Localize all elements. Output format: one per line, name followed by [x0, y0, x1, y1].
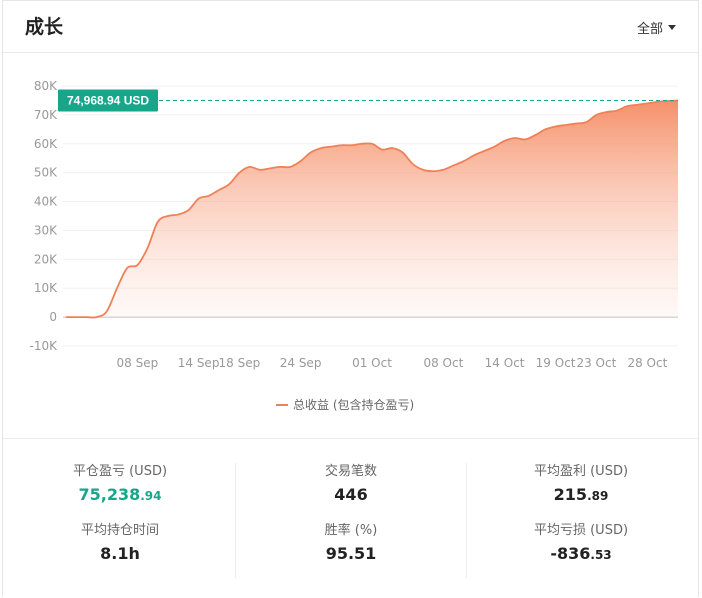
card-title: 成长: [25, 16, 64, 38]
current-value-label: 74,968.94 USD: [67, 94, 149, 108]
stat-label: 胜率 (%): [324, 523, 378, 538]
stats-column-1: 平仓盈亏 (USD) 75,238.94 平均持仓时间 8.1h: [5, 439, 235, 589]
y-tick-label: 80K: [34, 79, 58, 93]
y-tick-label: 30K: [34, 223, 58, 237]
x-tick-label: 19 Oct: [536, 356, 576, 370]
stats-divider: [235, 463, 236, 578]
y-tick-label: 0: [49, 310, 57, 324]
stat-value: 75,238.94: [5, 485, 235, 504]
stat-label: 平仓盈亏 (USD): [72, 464, 168, 479]
stat-value: -836.53: [466, 544, 696, 563]
stat-value: 8.1h: [100, 544, 140, 563]
stats-column-3: 平均盈利 (USD) 215.89 平均亏损 (USD) -836.53: [466, 439, 696, 589]
stat-value: 446: [334, 485, 368, 504]
stat-value-dec: .53: [590, 548, 612, 562]
range-filter-label: 全部: [636, 22, 663, 37]
current-value-badge: 74,968.94 USD: [58, 89, 158, 112]
y-tick-label: 60K: [34, 137, 58, 151]
card-header: 成长 全部: [3, 1, 698, 53]
stat-value: 95.51: [325, 544, 377, 563]
x-tick-label: 14 Oct: [485, 356, 525, 370]
x-tick-label: 28 Oct: [627, 356, 667, 370]
stat-label: 平均盈利 (USD): [533, 464, 629, 479]
stat-label: 平均亏损 (USD): [533, 523, 629, 538]
stat-value-dec: .89: [587, 489, 609, 503]
series-line: [65, 99, 679, 319]
chart-legend[interactable]: 总收益 (包含持仓盈亏): [276, 397, 414, 412]
legend-label: 总收益 (包含持仓盈亏): [293, 397, 414, 412]
stat-value-dec: .94: [140, 489, 162, 503]
y-tick-label: 70K: [34, 108, 58, 122]
x-axis: 08 Sep 14 Sep 18 Sep 24 Sep 01 Oct 08 Oct 14 O…: [117, 356, 668, 370]
y-tick-label: 20K: [34, 252, 58, 266]
series-area: [66, 100, 678, 318]
stats-divider: [466, 463, 467, 578]
caret-down-icon: [668, 25, 676, 30]
stat-value: 215.89: [466, 485, 696, 504]
stat-avg-hold-time: 平均持仓时间 8.1h: [5, 519, 235, 563]
stat-closed-pnl: 平仓盈亏 (USD) 75,238.94: [5, 460, 235, 504]
x-tick-label: 01 Oct: [352, 356, 392, 370]
range-filter-dropdown[interactable]: 全部: [637, 18, 676, 37]
stats-column-2: 交易笔数 446 胜率 (%) 95.51: [236, 439, 466, 589]
y-tick-label: 50K: [34, 166, 58, 180]
stat-avg-loss: 平均亏损 (USD) -836.53: [466, 519, 696, 563]
stat-label: 平均持仓时间: [80, 523, 159, 538]
stat-value-int: 75,238: [78, 485, 141, 504]
current-value-badge-bg: [58, 89, 158, 112]
stats-panel: 平仓盈亏 (USD) 75,238.94 平均持仓时间 8.1h 交易笔数 44…: [3, 438, 698, 598]
stat-value-int: -836: [550, 544, 591, 563]
growth-chart: 80K 70K 60K 50K 40K 30K 20K 10K 0 -10K 08 Sep 14 S…: [30, 79, 679, 412]
y-tick-label: 10K: [34, 281, 58, 295]
stat-win-rate: 胜率 (%) 95.51: [236, 519, 466, 563]
stat-trade-count: 交易笔数 446: [236, 460, 466, 504]
y-axis: 80K 70K 60K 50K 40K 30K 20K 10K 0 -10K: [30, 79, 59, 353]
x-tick-label: 08 Oct: [423, 356, 463, 370]
x-tick-label: 23 Oct: [576, 356, 616, 370]
y-tick-label: -10K: [30, 339, 59, 353]
x-tick-label: 18 Sep: [219, 356, 261, 370]
x-tick-label: 14 Sep: [178, 356, 220, 370]
x-tick-label: 08 Sep: [117, 356, 159, 370]
stat-avg-profit: 平均盈利 (USD) 215.89: [466, 460, 696, 504]
stat-value-int: 215: [553, 485, 588, 504]
x-tick-label: 24 Sep: [280, 356, 322, 370]
y-tick-label: 40K: [34, 195, 58, 209]
stat-label: 交易笔数: [324, 464, 377, 479]
